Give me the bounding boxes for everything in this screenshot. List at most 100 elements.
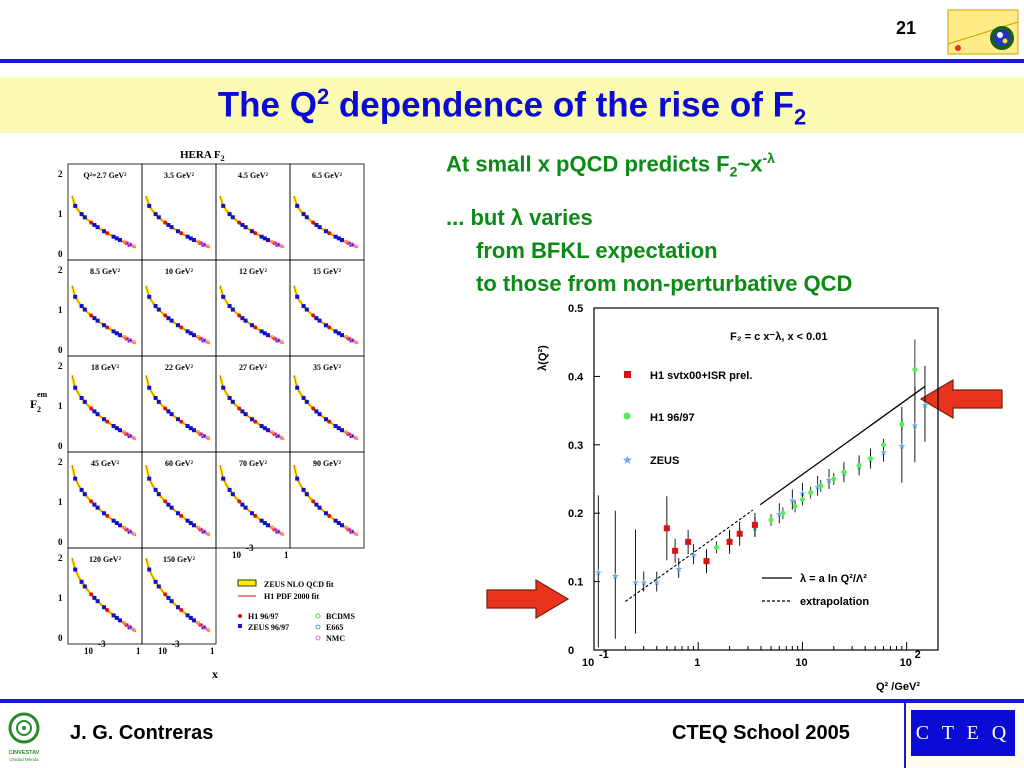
fixed-target-point xyxy=(131,435,136,440)
h1-9697-point xyxy=(881,442,887,448)
fit-line xyxy=(145,464,211,536)
slide-title: The Q2 dependence of the rise of F2 xyxy=(217,84,807,130)
zeus-point xyxy=(314,316,319,321)
cinvestav-logo-icon: CINVESTAV Unidad Mérida xyxy=(8,712,40,762)
zeus-point xyxy=(111,234,116,239)
zeus-point xyxy=(188,331,193,336)
bottom-rule xyxy=(0,699,1024,703)
fit-band xyxy=(218,464,285,537)
h1-point xyxy=(89,406,94,411)
panel-label: 150 GeV² xyxy=(163,555,196,564)
h1-point xyxy=(311,220,316,225)
zeus-point xyxy=(314,409,319,414)
zeus-point xyxy=(82,584,87,589)
fit-band xyxy=(144,557,211,633)
zeus-point xyxy=(114,615,119,620)
h1-point xyxy=(89,313,94,318)
zeus-point xyxy=(82,399,87,404)
left-ylabel: F em 2 xyxy=(30,390,48,414)
zeus-point xyxy=(333,518,338,523)
cteq-logo xyxy=(911,710,1015,756)
svg-text:Unidad Mérida: Unidad Mérida xyxy=(9,757,39,762)
zeus-point: ★ xyxy=(921,400,929,410)
zeus-point xyxy=(230,215,235,220)
fit-band xyxy=(70,464,137,537)
zeus-point xyxy=(262,521,267,526)
zeus-point xyxy=(262,426,267,431)
zeus-point xyxy=(340,333,344,338)
h1-point xyxy=(179,513,184,518)
text-line-1: At small x pQCD predicts F2~x-λ xyxy=(446,150,775,180)
fixed-target-point xyxy=(196,335,201,339)
zeus-point xyxy=(317,225,322,230)
fixed-target-point xyxy=(347,432,352,437)
footer-author: J. G. Contreras xyxy=(70,722,214,744)
footer-event: CTEQ School 2005 xyxy=(672,722,850,744)
fixed-target-point xyxy=(205,244,210,249)
zeus-point xyxy=(266,238,270,243)
zeus-point xyxy=(102,323,106,328)
fit-line xyxy=(219,195,285,248)
f2-panel: 150 GeV² xyxy=(141,547,217,645)
zeus-point xyxy=(349,433,354,438)
fit-line xyxy=(71,375,137,440)
h1-svtx-point xyxy=(685,538,692,545)
h1-svtx-point xyxy=(726,538,733,545)
zeus-point xyxy=(192,618,196,623)
legend-h1: H1 96/97 xyxy=(248,612,278,621)
fixed-target-point xyxy=(350,434,355,438)
zeus-point xyxy=(169,505,174,510)
zeus-point: ★ xyxy=(825,475,833,485)
zeus-point xyxy=(275,338,280,343)
f2-panel: 12 GeV² xyxy=(215,259,291,357)
h1-point xyxy=(163,592,168,597)
fixed-target-point xyxy=(196,239,201,244)
zeus-point xyxy=(317,505,322,510)
fixed-target-point xyxy=(122,430,127,435)
fixed-target-point xyxy=(276,242,281,247)
zeus-point xyxy=(304,399,309,404)
x-tick-label: 1 xyxy=(284,550,289,560)
fit-band xyxy=(144,464,211,537)
zeus-point xyxy=(192,238,196,243)
zeus-point xyxy=(259,329,264,334)
zeus-point: ★ xyxy=(911,420,919,430)
h1-9697-point xyxy=(780,510,786,516)
zeus-point xyxy=(250,417,254,422)
zeus-point xyxy=(262,236,267,241)
h1-point xyxy=(327,231,332,236)
fit-band xyxy=(70,374,137,441)
zeus-point xyxy=(227,212,232,217)
zeus-point xyxy=(73,476,78,481)
zeus-point xyxy=(166,316,171,321)
zeus-point xyxy=(153,212,158,217)
fit-line xyxy=(71,464,137,536)
zeus-point xyxy=(153,395,158,400)
legend-h1-svtx: H1 svtx00+ISR prel. xyxy=(650,370,752,382)
zeus-point xyxy=(185,613,190,618)
fixed-target-point xyxy=(199,336,204,341)
x-tick-label: 1 xyxy=(210,646,215,656)
zeus-point xyxy=(111,424,116,429)
zeus-point xyxy=(340,238,344,243)
zeus-point xyxy=(250,323,254,328)
zeus-point xyxy=(166,595,171,600)
h1-9697-point xyxy=(714,544,720,550)
extrapolation-line xyxy=(625,509,754,602)
y-tick-label: 0 xyxy=(58,345,63,355)
zeus-point xyxy=(127,338,132,343)
f2-panel: Q²=2.7 GeV² 2 1 0 xyxy=(58,163,143,261)
fit-line xyxy=(219,464,285,536)
zeus-point xyxy=(240,409,245,414)
fixed-target-point xyxy=(279,531,284,536)
zeus-point: ★ xyxy=(675,564,683,574)
svg-text:2: 2 xyxy=(37,405,41,414)
fit-band xyxy=(70,285,137,345)
y-tick-label: 0 xyxy=(58,633,63,643)
zeus-point xyxy=(111,329,116,334)
y-tick-label: 2 xyxy=(58,265,63,275)
x-tick-label: 10 xyxy=(232,550,242,560)
zeus-point xyxy=(188,426,193,431)
h1-point xyxy=(105,513,110,518)
zeus-point xyxy=(147,567,152,572)
